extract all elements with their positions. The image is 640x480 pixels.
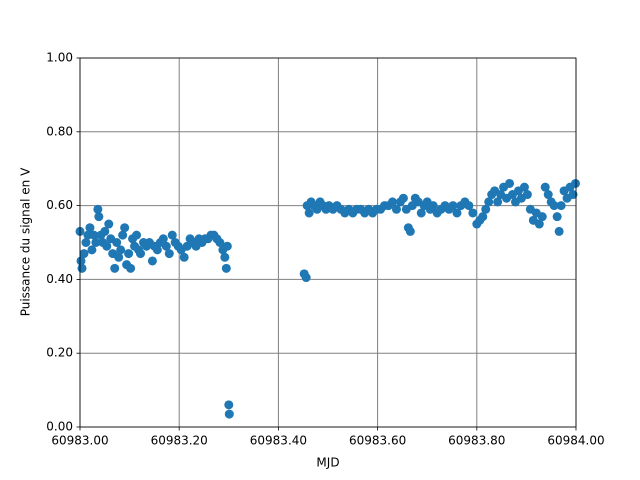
y-tick-label: 0.80 bbox=[46, 124, 73, 138]
point bbox=[519, 182, 529, 192]
point bbox=[304, 208, 314, 218]
point bbox=[93, 204, 103, 214]
point bbox=[77, 263, 87, 273]
point bbox=[161, 241, 171, 251]
x-tick-label: 60983.00 bbox=[51, 434, 108, 448]
point bbox=[522, 190, 532, 200]
x-tick-label: 60983.60 bbox=[349, 434, 406, 448]
point bbox=[79, 249, 89, 259]
x-tick-label: 60983.80 bbox=[448, 434, 505, 448]
point bbox=[89, 230, 99, 240]
point bbox=[537, 212, 547, 222]
point bbox=[543, 190, 553, 200]
point bbox=[221, 263, 231, 273]
point bbox=[571, 178, 581, 188]
point bbox=[81, 238, 91, 247]
point bbox=[116, 245, 126, 255]
point bbox=[94, 212, 104, 222]
y-tick-label: 0.40 bbox=[46, 272, 73, 286]
x-tick-label: 60984.00 bbox=[547, 434, 604, 448]
point bbox=[224, 400, 234, 410]
point bbox=[85, 223, 95, 233]
point bbox=[158, 234, 168, 244]
y-tick-label: 0.00 bbox=[46, 420, 73, 434]
point bbox=[398, 193, 408, 203]
point bbox=[126, 263, 136, 273]
point bbox=[124, 249, 134, 259]
point bbox=[391, 204, 401, 214]
x-tick-label: 60983.40 bbox=[250, 434, 307, 448]
y-axis-label: Puissance du signal en V bbox=[19, 167, 33, 316]
point bbox=[114, 252, 124, 262]
point bbox=[120, 223, 130, 233]
point bbox=[452, 208, 462, 218]
point bbox=[405, 226, 415, 236]
point bbox=[478, 212, 488, 222]
point bbox=[222, 241, 232, 251]
point bbox=[87, 245, 97, 255]
point bbox=[100, 226, 110, 236]
point bbox=[464, 201, 474, 211]
point bbox=[118, 230, 128, 240]
plot-frame bbox=[79, 57, 577, 428]
point bbox=[416, 208, 426, 218]
point bbox=[152, 245, 162, 255]
point bbox=[112, 238, 122, 247]
point bbox=[224, 409, 234, 419]
x-axis-label: MJD bbox=[316, 456, 339, 470]
point bbox=[481, 204, 491, 214]
point bbox=[428, 201, 438, 211]
point bbox=[540, 182, 550, 192]
point bbox=[132, 230, 142, 240]
point bbox=[136, 249, 146, 259]
point bbox=[167, 230, 177, 240]
point bbox=[505, 178, 515, 188]
y-tick-label: 1.00 bbox=[46, 51, 73, 65]
point bbox=[556, 201, 566, 211]
point bbox=[568, 190, 578, 200]
point bbox=[147, 256, 157, 266]
point bbox=[554, 226, 564, 236]
point bbox=[552, 212, 562, 222]
point bbox=[215, 238, 225, 247]
x-tick-label: 60983.20 bbox=[151, 434, 208, 448]
point bbox=[468, 208, 478, 218]
point bbox=[164, 249, 174, 259]
point bbox=[448, 201, 458, 211]
point bbox=[102, 241, 112, 251]
point bbox=[110, 263, 120, 273]
point bbox=[220, 252, 230, 262]
point bbox=[179, 252, 189, 262]
point bbox=[534, 219, 544, 229]
point bbox=[91, 238, 101, 247]
y-tick-label: 0.60 bbox=[46, 198, 73, 212]
y-tick-label: 0.20 bbox=[46, 346, 73, 360]
point bbox=[104, 219, 114, 229]
point bbox=[549, 201, 559, 211]
point bbox=[493, 197, 503, 207]
point bbox=[76, 256, 86, 266]
point bbox=[387, 197, 397, 207]
point bbox=[301, 273, 311, 283]
point bbox=[484, 197, 494, 207]
